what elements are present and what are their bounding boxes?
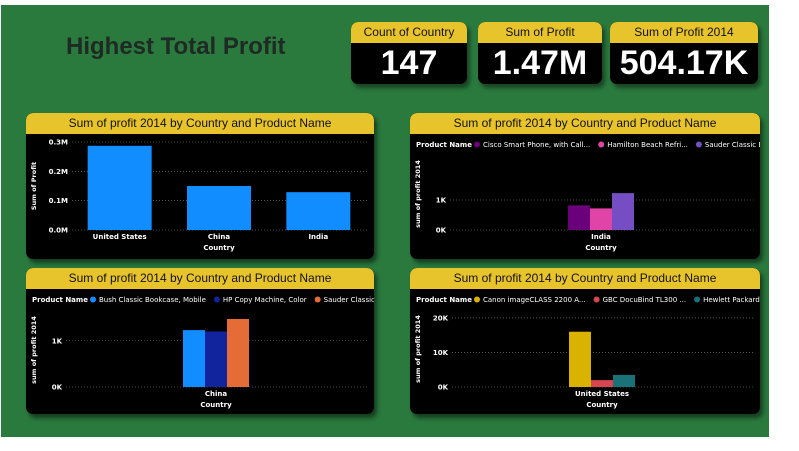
bar-india-1 <box>590 208 612 230</box>
y-tick-label: 1K <box>436 197 447 205</box>
legend-item: Bush Classic Bookcase, Mobile <box>99 296 206 304</box>
y-tick-label: 0K <box>52 384 63 392</box>
kpi-label: Sum of Profit 2014 <box>610 22 758 43</box>
kpi-label: Count of Country <box>351 22 467 43</box>
x-tick-label: China <box>208 233 231 241</box>
bar-chart-profit-by-country: 0.0M 0.1M 0.2M 0.3M Sum of Profit United Stat… <box>30 139 368 252</box>
x-axis-label: Country <box>203 244 235 252</box>
bar-chart-india-products: Product Name Cisco Smart Phone, with Call… <box>414 141 760 252</box>
legend-marker <box>694 296 701 303</box>
bar-united-states-0 <box>569 331 591 387</box>
x-axis-label: Country <box>585 244 617 252</box>
x-tick-label: India <box>591 233 611 241</box>
legend-item: Canon imageCLASS 2200 A... <box>483 296 586 304</box>
legend-item: Hamilton Beach Refri... <box>607 141 688 149</box>
page-title: Highest Total Profit <box>66 33 286 60</box>
chart-title: Sum of profit 2014 by Country and Produc… <box>410 268 760 289</box>
legend-marker <box>474 296 480 303</box>
legend-title: Product Name <box>32 296 88 304</box>
legend-marker <box>314 296 321 303</box>
chart-title: Sum of profit 2014 by Country and Produc… <box>26 268 374 289</box>
legend-marker <box>593 296 600 303</box>
bar-united-states-0 <box>87 145 152 230</box>
bar-india-0 <box>568 205 590 230</box>
y-tick-label: 0.3M <box>49 139 68 147</box>
x-axis-label: Country <box>200 401 232 409</box>
y-axis-label: sum of profit 2014 <box>414 160 422 228</box>
x-tick-label: United States <box>93 233 147 241</box>
y-axis-label: Sum of Profit <box>30 162 38 210</box>
x-axis-label: Country <box>586 401 618 409</box>
legend-marker <box>474 141 480 148</box>
kpi-value: 147 <box>380 44 438 82</box>
y-tick-label: 0.2M <box>49 168 68 176</box>
x-tick-label: China <box>205 390 228 398</box>
legend-item: Cisco Smart Phone, with Call... <box>483 141 590 149</box>
bar-china-1 <box>205 331 227 387</box>
bar-china-0 <box>183 330 205 387</box>
legend-item: Sauder Classic Bo... <box>324 296 374 304</box>
legend-marker <box>90 296 96 303</box>
kpi-card-sum-of-profit[interactable]: Sum of Profit 1.47M <box>478 22 602 84</box>
y-axis-label: sum of profit 2014 <box>30 316 38 384</box>
chart-card-4[interactable]: Sum of profit 2014 by Country and Produc… <box>410 268 760 414</box>
chart-card-3[interactable]: Sum of profit 2014 by Country and Produc… <box>26 268 374 414</box>
y-tick-label: 1K <box>52 337 63 345</box>
chart-title: Sum of profit 2014 by Country and Produc… <box>26 113 374 134</box>
y-tick-label: 10K <box>433 349 449 357</box>
chart-title: Sum of profit 2014 by Country and Produc… <box>410 113 760 134</box>
legend-title: Product Name <box>416 141 472 149</box>
y-tick-label: 0K <box>436 227 447 235</box>
x-tick-label: India <box>308 233 328 241</box>
bar-china-0 <box>187 186 251 230</box>
y-tick-label: 20K <box>433 314 449 322</box>
legend-item: HP Copy Machine, Color <box>223 296 307 304</box>
kpi-label: Sum of Profit <box>478 22 602 43</box>
legend-marker <box>695 141 702 148</box>
kpi-value: 504.17K <box>619 44 749 82</box>
legend-marker <box>213 296 220 303</box>
chart-card-2[interactable]: Sum of profit 2014 by Country and Produc… <box>410 113 760 259</box>
kpi-card-count-of-country[interactable]: Count of Country 147 <box>351 22 467 84</box>
x-tick-label: United States <box>575 390 629 398</box>
chart-card-1[interactable]: Sum of profit 2014 by Country and Produc… <box>26 113 374 259</box>
bar-united-states-2 <box>613 374 635 387</box>
y-tick-label: 0.1M <box>49 197 68 205</box>
bar-chart-china-products: Product Name Bush Classic Bookcase, Mobil… <box>30 296 374 409</box>
kpi-card-sum-of-profit-2014[interactable]: Sum of Profit 2014 504.17K <box>610 22 758 84</box>
legend-item: GBC DocuBind TL300 ... <box>603 296 686 304</box>
y-axis-label: sum of profit 2014 <box>414 315 422 383</box>
legend-marker <box>598 141 605 148</box>
y-tick-label: 0K <box>438 384 449 392</box>
y-tick-label: 0.0M <box>49 227 68 235</box>
legend-title: Product Name <box>416 296 472 304</box>
bar-india-0 <box>286 192 351 230</box>
legend-item: Sauder Classic B... <box>705 141 760 149</box>
bar-india-2 <box>612 193 634 230</box>
kpi-value: 1.47M <box>492 44 588 82</box>
bar-china-2 <box>227 319 249 387</box>
legend-item: Hewlett Packard ... <box>703 296 760 304</box>
bar-united-states-1 <box>591 380 613 387</box>
bar-chart-us-products: Product Name Canon imageCLASS 2200 A... GB… <box>414 296 760 409</box>
